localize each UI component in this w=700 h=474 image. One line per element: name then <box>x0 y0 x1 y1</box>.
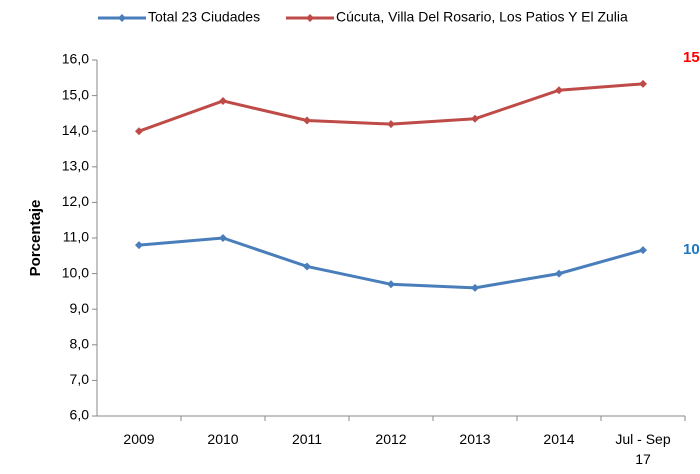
legend-label: Cúcuta, Villa Del Rosario, Los Patios Y … <box>336 9 628 25</box>
x-tick-label: 2010 <box>207 431 238 447</box>
point-marker <box>303 116 311 125</box>
point-marker <box>219 96 227 105</box>
y-tick-label: 11,0 <box>63 229 89 245</box>
x-tick-label: 2012 <box>375 431 406 447</box>
y-tick-label: 7,0 <box>70 371 90 387</box>
y-tick-label: 10,0 <box>62 264 89 280</box>
x-tick-label: 2009 <box>123 431 154 447</box>
point-marker <box>303 262 311 271</box>
value-label: 10,7 <box>683 241 700 258</box>
legend-marker <box>306 14 314 22</box>
point-marker <box>555 269 563 278</box>
point-marker <box>471 283 479 292</box>
value-label: 15,3 <box>683 49 700 66</box>
y-tick-label: 6,0 <box>70 407 90 423</box>
legend-marker <box>118 14 126 22</box>
legend-label: Total 23 Ciudades <box>148 9 260 25</box>
point-marker <box>219 234 227 242</box>
x-tick-label: 2011 <box>292 431 322 447</box>
x-tick-label: 2013 <box>459 431 490 447</box>
point-marker <box>639 79 647 88</box>
y-tick-label: 13,0 <box>62 158 89 174</box>
y-tick-label: 9,0 <box>70 300 90 316</box>
x-tick-label: Jul - Sep 17 <box>615 431 670 467</box>
y-tick-label: 16,0 <box>62 51 89 67</box>
y-tick-label: 12,0 <box>62 193 89 209</box>
point-marker <box>555 86 563 95</box>
y-axis-title: Porcentaje <box>27 200 44 277</box>
point-marker <box>387 120 395 129</box>
point-marker <box>387 280 395 289</box>
y-tick-label: 15,0 <box>62 86 89 102</box>
point-marker <box>135 241 143 250</box>
y-tick-label: 14,0 <box>62 122 89 138</box>
point-marker <box>471 114 479 123</box>
point-marker <box>135 127 143 136</box>
point-marker <box>639 246 647 255</box>
y-tick-label: 8,0 <box>70 336 90 352</box>
x-tick-label: 2014 <box>543 431 574 447</box>
